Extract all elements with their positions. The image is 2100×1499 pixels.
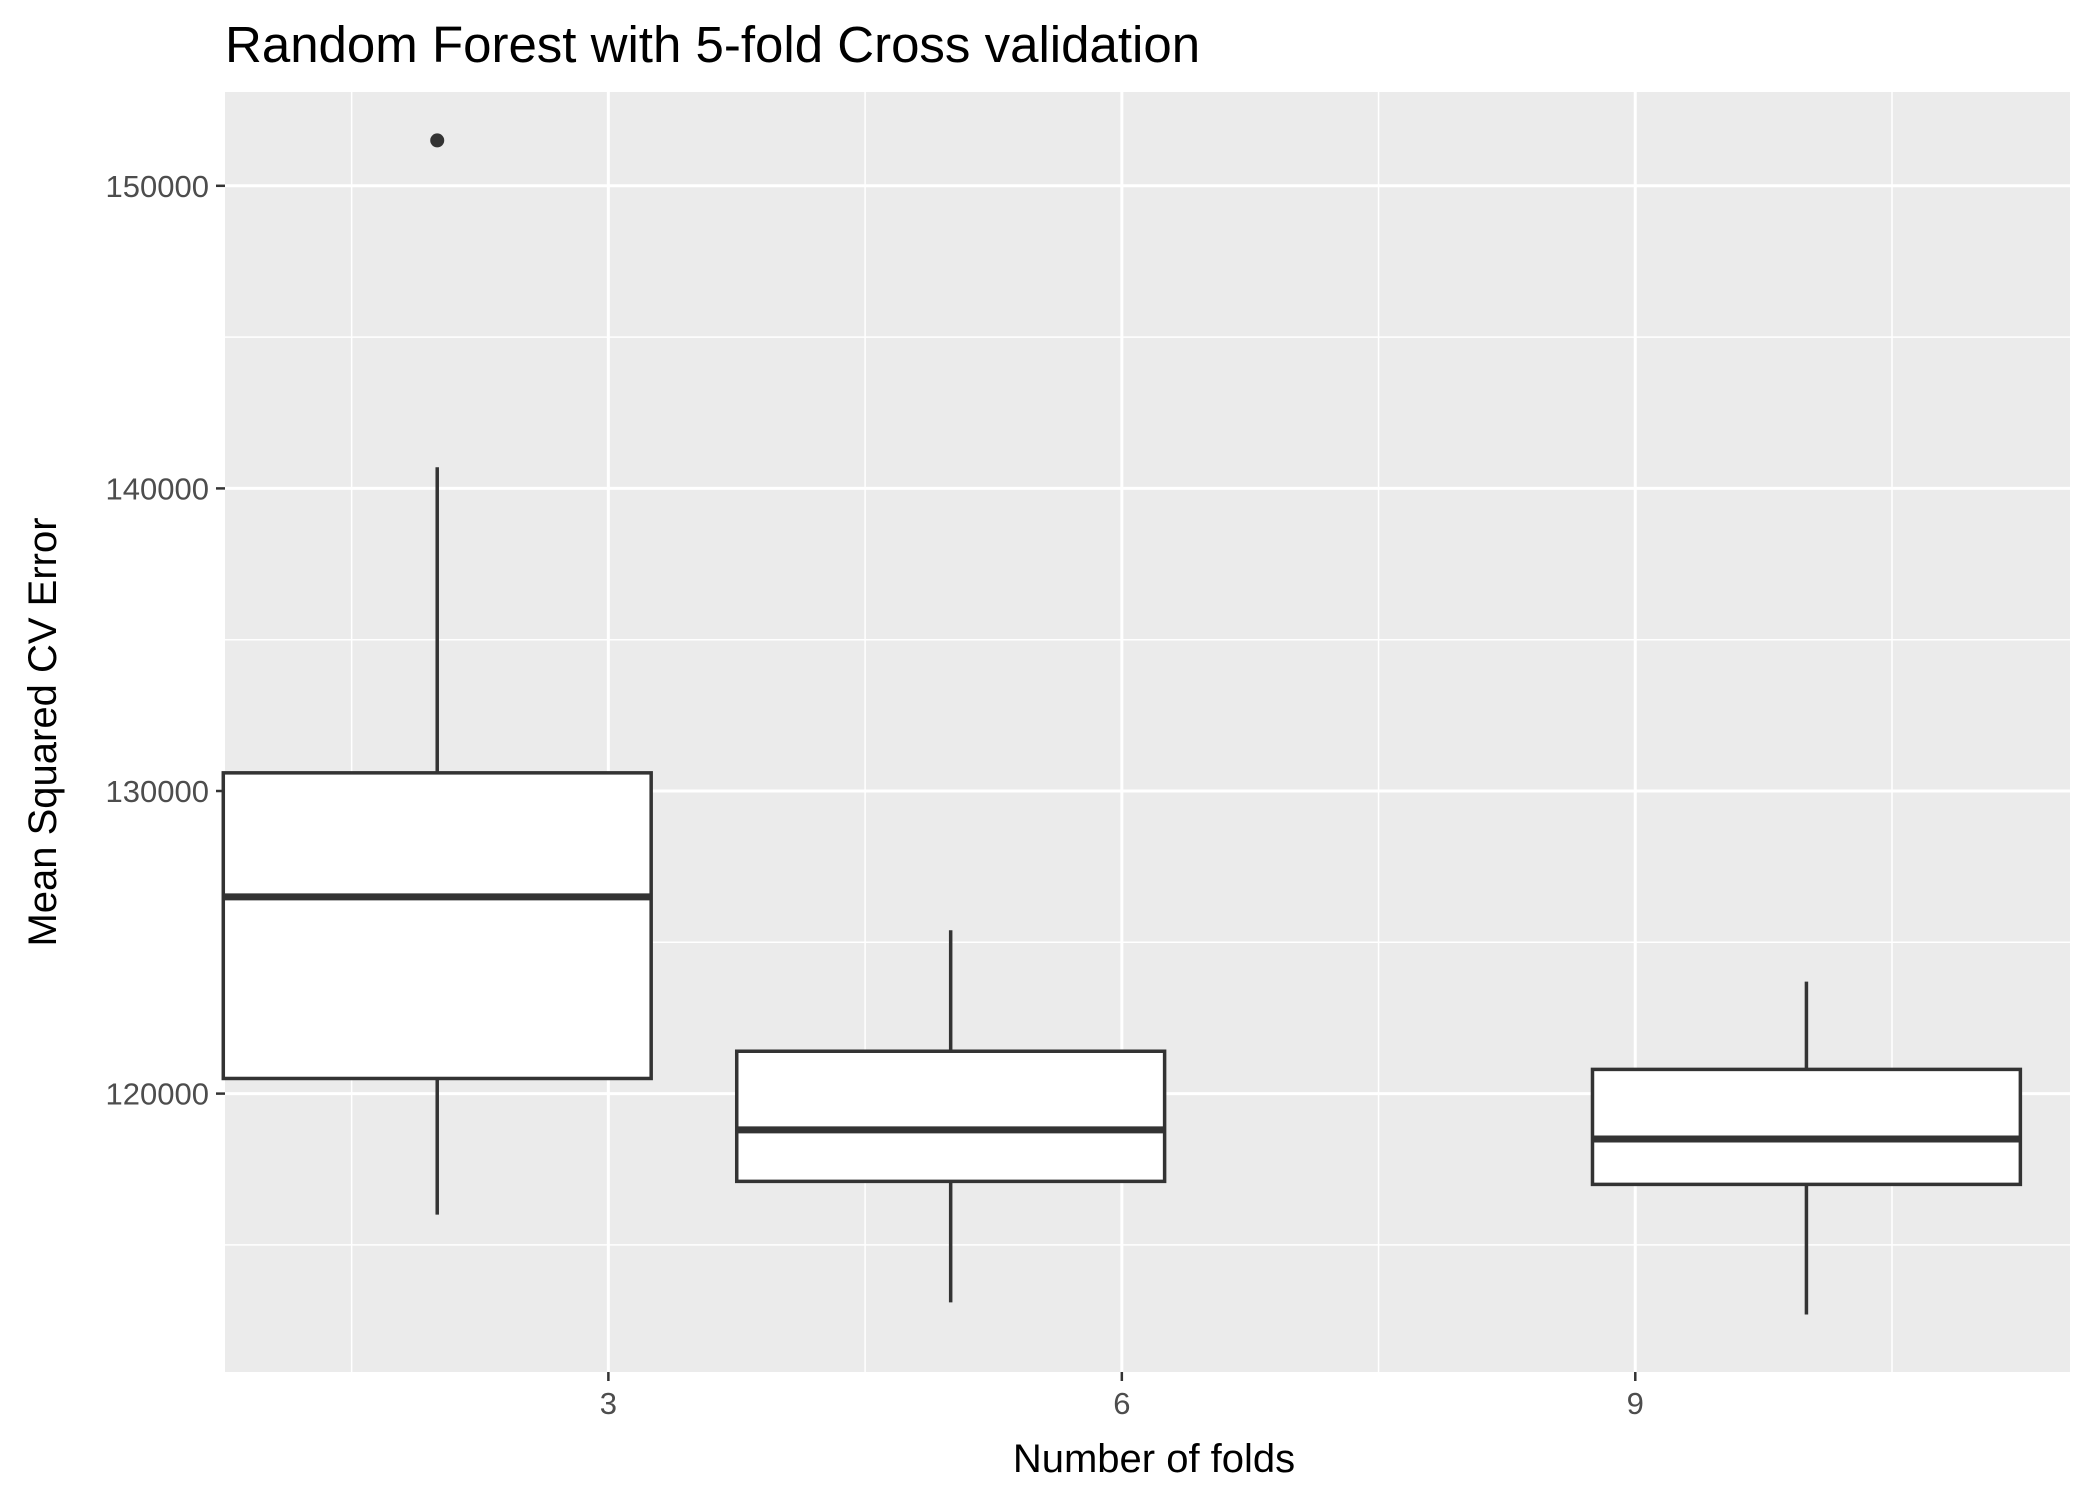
box-plots	[221, 133, 2023, 1315]
outlier-point	[430, 133, 445, 148]
chart-title: Random Forest with 5-fold Cross validati…	[225, 16, 1200, 73]
box-group-2	[221, 133, 653, 1215]
y-tick-label: 130000	[106, 774, 209, 809]
x-tick-label: 9	[1627, 1386, 1644, 1421]
box-iqr	[734, 1049, 1167, 1184]
x-tick-label: 3	[600, 1386, 617, 1421]
x-axis-title: Number of folds	[1013, 1437, 1295, 1481]
y-tick-label: 140000	[106, 471, 209, 506]
y-axis-title: Mean Squared CV Error	[21, 517, 65, 946]
box-group-10	[1590, 981, 2023, 1315]
axes: 120000 130000 140000 150000 3 6 9	[106, 169, 1644, 1421]
grid	[225, 92, 2070, 1372]
box-iqr	[221, 771, 653, 1081]
box-group-5	[734, 930, 1167, 1303]
y-tick-label: 150000	[106, 169, 209, 204]
box-iqr	[1590, 1067, 2023, 1187]
x-tick-label: 6	[1113, 1386, 1130, 1421]
y-tick-label: 120000	[106, 1077, 209, 1112]
